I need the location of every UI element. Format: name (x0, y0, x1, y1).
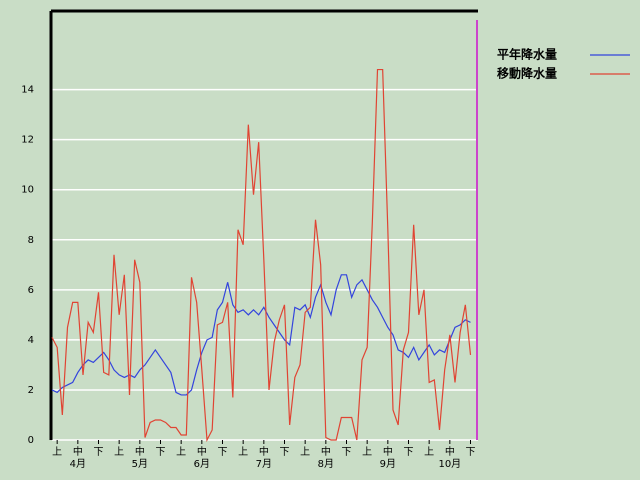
x-tick-label: 上 (114, 446, 124, 458)
y-tick-label: 0 (28, 435, 34, 446)
y-tick-label: 6 (28, 285, 34, 296)
series-line (51, 68, 472, 443)
y-tick-label: 2 (28, 385, 34, 396)
month-label: 10月 (438, 458, 461, 470)
x-tick-label: 中 (383, 445, 393, 458)
x-tick-label: 中 (197, 445, 207, 458)
x-tick-label: 中 (73, 445, 83, 458)
x-tick-label: 下 (218, 447, 228, 458)
x-tick-label: 下 (342, 447, 352, 458)
x-tick-label: 中 (135, 445, 145, 458)
x-tick-label: 中 (445, 445, 455, 458)
month-label: 4月 (70, 458, 86, 470)
x-tick-label: 上 (424, 446, 434, 458)
y-tick-label: 10 (21, 185, 34, 196)
x-tick-label: 下 (156, 447, 166, 458)
x-tick-label: 上 (52, 446, 62, 458)
x-tick-label: 下 (404, 447, 414, 458)
legend-label: 平年降水量 (497, 47, 557, 62)
x-tick-label: 上 (238, 446, 248, 458)
month-label: 9月 (380, 458, 396, 470)
y-tick-label: 14 (21, 85, 34, 96)
series-line (51, 274, 471, 396)
legend-label: 移動降水量 (497, 66, 557, 81)
y-tick-label: 8 (28, 235, 34, 246)
x-tick-label: 上 (300, 446, 310, 458)
month-label: 5月 (132, 458, 148, 470)
x-tick-label: 下 (280, 447, 290, 458)
x-tick-label: 中 (321, 445, 331, 458)
month-label: 6月 (194, 458, 210, 470)
x-tick-label: 上 (176, 446, 186, 458)
x-tick-label: 中 (259, 445, 269, 458)
month-label: 7月 (256, 458, 272, 470)
x-tick-label: 上 (362, 446, 372, 458)
y-tick-label: 12 (21, 135, 34, 146)
month-label: 8月 (318, 458, 334, 470)
x-tick-label: 下 (466, 447, 476, 458)
x-tick-label: 下 (94, 447, 104, 458)
y-tick-label: 4 (28, 335, 34, 346)
